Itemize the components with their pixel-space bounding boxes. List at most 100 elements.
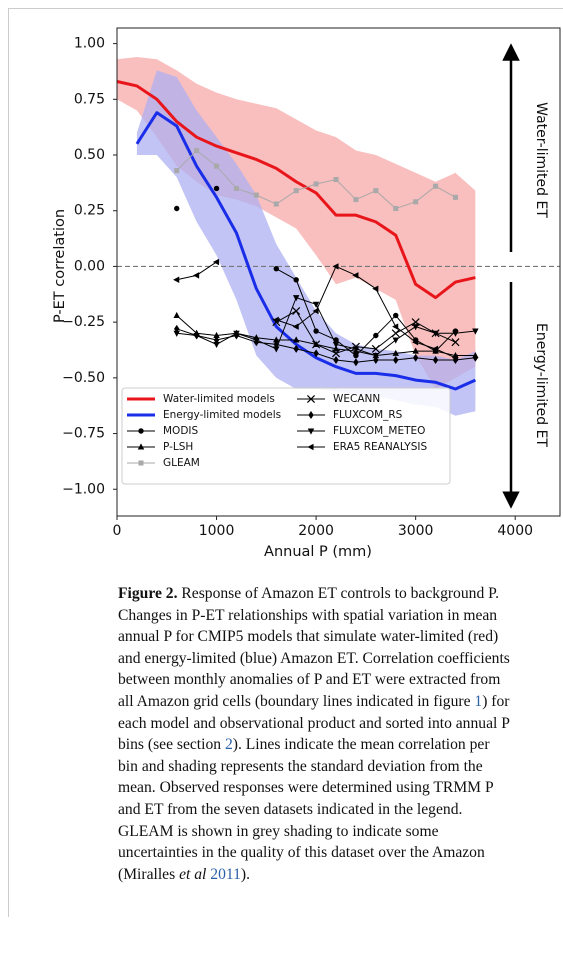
marker: [333, 177, 339, 183]
marker: [353, 352, 359, 359]
marker: [372, 353, 380, 360]
marker: [412, 324, 419, 331]
marker: [194, 148, 200, 154]
marker: [313, 349, 319, 358]
marker: [273, 265, 279, 272]
marker: [213, 336, 220, 344]
marker: [412, 347, 419, 354]
marker: [213, 185, 220, 192]
marker: [312, 301, 320, 308]
caption: Figure 2. Response of Amazon ET controls…: [118, 583, 510, 885]
caption-text: ). Lines indicate the mean correlation p…: [118, 736, 494, 883]
caption-link[interactable]: 2: [224, 736, 233, 754]
marker: [312, 307, 319, 315]
marker: [293, 188, 299, 194]
marker: [373, 332, 379, 339]
marker: [373, 188, 379, 194]
marker: [313, 328, 319, 334]
y-tick-label: 1.00: [74, 36, 105, 52]
legend-label: ERA5 REANALYSIS: [333, 441, 427, 453]
y-tick-label: 0.75: [74, 91, 105, 107]
marker: [213, 341, 220, 349]
caption-text: ).: [240, 865, 250, 883]
caption-link[interactable]: 2011: [210, 865, 241, 883]
marker: [392, 323, 399, 330]
marker: [138, 460, 144, 466]
legend-label: FLUXCOM_RS: [333, 409, 403, 421]
y-axis-label: P-ET correlation: [52, 209, 68, 323]
legend-label: WECANN: [333, 393, 380, 405]
series-line: [116, 80, 476, 300]
marker: [293, 344, 299, 353]
x-tick-label: 4000: [497, 523, 533, 539]
x-tick-label: 2000: [298, 523, 334, 539]
marker: [174, 205, 180, 212]
marker: [292, 295, 300, 302]
marker: [193, 332, 200, 340]
x-tick-label: 0: [113, 523, 122, 539]
marker: [293, 277, 299, 283]
marker: [273, 346, 280, 353]
marker: [212, 258, 220, 266]
marker: [452, 330, 459, 337]
marker: [371, 344, 380, 353]
marker: [393, 312, 399, 319]
caption-link[interactable]: 1: [474, 692, 483, 710]
legend-label: MODIS: [163, 425, 199, 437]
marker: [391, 329, 400, 338]
marker: [352, 272, 359, 279]
y-tick-label: 0.00: [74, 258, 105, 274]
marker: [233, 185, 239, 191]
legend-box: [121, 387, 451, 485]
marker: [353, 197, 359, 203]
marker: [472, 353, 479, 362]
y-tick-label: −0.25: [62, 314, 105, 330]
marker: [312, 340, 321, 349]
marker: [353, 358, 359, 367]
marker: [233, 330, 240, 337]
marker: [413, 199, 419, 205]
marker: [213, 331, 220, 339]
chart: Water-limited ET Energy-limited ET Annua…: [52, 27, 561, 560]
legend-label: Energy-limited models: [163, 409, 281, 421]
marker: [372, 285, 379, 292]
x-tick-label: 1000: [199, 523, 235, 539]
plot-frame: [116, 27, 561, 517]
caption-text: ) for each model and observational produ…: [118, 692, 510, 754]
marker: [308, 411, 314, 419]
annotation: Water-limited ET: [533, 102, 549, 218]
y-tick-label: −1.00: [62, 481, 105, 497]
marker: [292, 323, 299, 330]
marker: [313, 181, 319, 187]
marker: [253, 337, 260, 344]
caption-text: et al: [179, 865, 207, 883]
series-line: [276, 310, 456, 354]
marker: [138, 428, 144, 434]
marker: [452, 194, 458, 200]
marker: [393, 356, 399, 364]
marker: [214, 163, 220, 169]
legend-label: Water-limited models: [163, 393, 275, 405]
marker: [137, 443, 145, 450]
marker: [373, 356, 379, 364]
marker: [331, 349, 341, 358]
marker: [173, 276, 180, 284]
legend-label: P-LSH: [163, 441, 193, 453]
marker: [451, 354, 458, 362]
page-border: [8, 8, 563, 917]
annotation: Energy-limited ET: [533, 323, 549, 447]
y-tick-label: −0.75: [62, 426, 105, 442]
marker: [412, 353, 419, 362]
marker: [174, 168, 180, 174]
marker: [333, 356, 339, 364]
x-tick-label: 3000: [398, 523, 434, 539]
caption-label: Figure 2.: [118, 585, 178, 602]
std-band: [136, 70, 476, 416]
marker: [306, 394, 316, 404]
marker: [431, 345, 439, 353]
marker: [333, 337, 339, 343]
y-tick-label: 0.25: [74, 203, 105, 219]
marker: [173, 330, 180, 337]
series-line: [176, 328, 476, 363]
